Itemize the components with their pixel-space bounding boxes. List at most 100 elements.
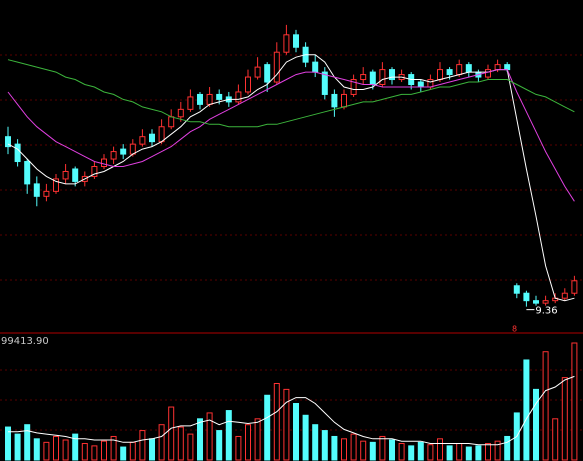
- candle-body: [331, 93, 338, 108]
- volume-bar: [427, 444, 434, 461]
- candle-body: [523, 292, 530, 302]
- volume-bar: [101, 440, 107, 461]
- candle-body: [571, 280, 578, 294]
- volume-bar: [149, 438, 155, 461]
- volume-bar: [321, 430, 328, 461]
- volume-bar: [552, 418, 559, 461]
- candle-body: [360, 74, 367, 81]
- candle-body: [24, 161, 31, 185]
- grid: [0, 54, 583, 431]
- volume-bar: [168, 406, 175, 461]
- volume-bar: [62, 439, 69, 461]
- volume-bar: [158, 424, 165, 461]
- volume-bar: [235, 435, 242, 461]
- candle-body: [197, 93, 203, 105]
- volume-bar: [24, 424, 31, 461]
- volume-bar: [485, 443, 491, 461]
- volume-bar: [350, 433, 357, 461]
- volume-bar: [456, 443, 463, 461]
- candle-body: [53, 178, 59, 192]
- volume-bar: [408, 445, 415, 461]
- volume-bar: [379, 435, 386, 461]
- candle-body: [273, 51, 280, 83]
- volume-bar: [389, 439, 395, 461]
- candle-body: [129, 143, 136, 155]
- volume-average-line: [8, 375, 575, 446]
- candle-body: [293, 34, 299, 48]
- volume-bar: [197, 418, 203, 461]
- volume-bar: [542, 351, 549, 461]
- candle-body: [312, 61, 319, 73]
- candle-body: [542, 300, 549, 304]
- candle-body: [177, 108, 184, 118]
- candle-body: [206, 93, 213, 105]
- candle-body: [533, 300, 539, 304]
- candle-body: [264, 64, 271, 83]
- candle-body: [379, 69, 386, 86]
- candle-body: [120, 148, 127, 155]
- volume-bar: [504, 435, 511, 461]
- candle-body: [283, 34, 290, 53]
- volume-bar: [225, 410, 232, 461]
- candle-body: [245, 76, 251, 93]
- volume-bar: [206, 412, 213, 461]
- volume-bar: [475, 445, 482, 461]
- candle-body: [350, 79, 357, 95]
- candle-body: [369, 71, 376, 86]
- volume-bar: [177, 426, 184, 461]
- candle-body: [216, 93, 223, 100]
- volume-bar: [72, 433, 79, 461]
- volume-bar: [533, 388, 539, 461]
- volume-bar: [43, 441, 50, 461]
- candle-body: [168, 116, 175, 128]
- volume-bar: [33, 438, 40, 461]
- candle-body: [149, 133, 155, 143]
- volume-bar: [561, 377, 568, 461]
- volume-bar: [302, 414, 309, 461]
- volume-bar: [417, 441, 424, 461]
- volume-bar: [14, 433, 21, 461]
- volume-bar: [187, 433, 194, 461]
- candle-body: [485, 69, 491, 78]
- candle-body: [33, 183, 40, 197]
- candle-body: [446, 69, 453, 76]
- candle-body: [561, 292, 568, 299]
- volume-bar: [331, 435, 338, 461]
- volume-bar: [571, 342, 578, 461]
- volume-bar: [110, 435, 117, 461]
- candle-body: [465, 64, 472, 73]
- volume-bar: [293, 403, 299, 461]
- volume-bar: [437, 438, 443, 461]
- volume-bar: [398, 443, 405, 461]
- volume-bar: [5, 426, 11, 461]
- marker-label: 8: [512, 325, 517, 334]
- candle-body: [437, 69, 443, 81]
- candle-body: [341, 93, 347, 108]
- volume-bar: [139, 430, 146, 461]
- candle-body: [110, 151, 117, 160]
- volume-bar: [216, 430, 223, 461]
- candle-body: [321, 71, 328, 95]
- volume-bar: [129, 441, 136, 461]
- moving-average-line: [7, 54, 575, 302]
- volume-bar: [523, 359, 530, 461]
- volume-bar: [494, 440, 501, 461]
- candle-body: [62, 170, 69, 180]
- volume-bar: [245, 424, 251, 461]
- volume-bar: [254, 418, 261, 461]
- candle-body: [158, 126, 165, 143]
- volume-bar: [273, 383, 280, 461]
- candle-body: [427, 79, 434, 88]
- candle-body: [513, 285, 520, 294]
- candle-body: [494, 64, 501, 71]
- candle-body: [504, 64, 511, 71]
- candle-body: [389, 69, 395, 81]
- candle-body: [91, 166, 98, 177]
- candle-body: [139, 136, 146, 145]
- candle-body: [417, 81, 424, 88]
- volume-bar: [341, 438, 347, 461]
- volume-bar: [446, 445, 453, 461]
- volume-bar: [360, 440, 367, 461]
- volume-bar: [91, 445, 98, 461]
